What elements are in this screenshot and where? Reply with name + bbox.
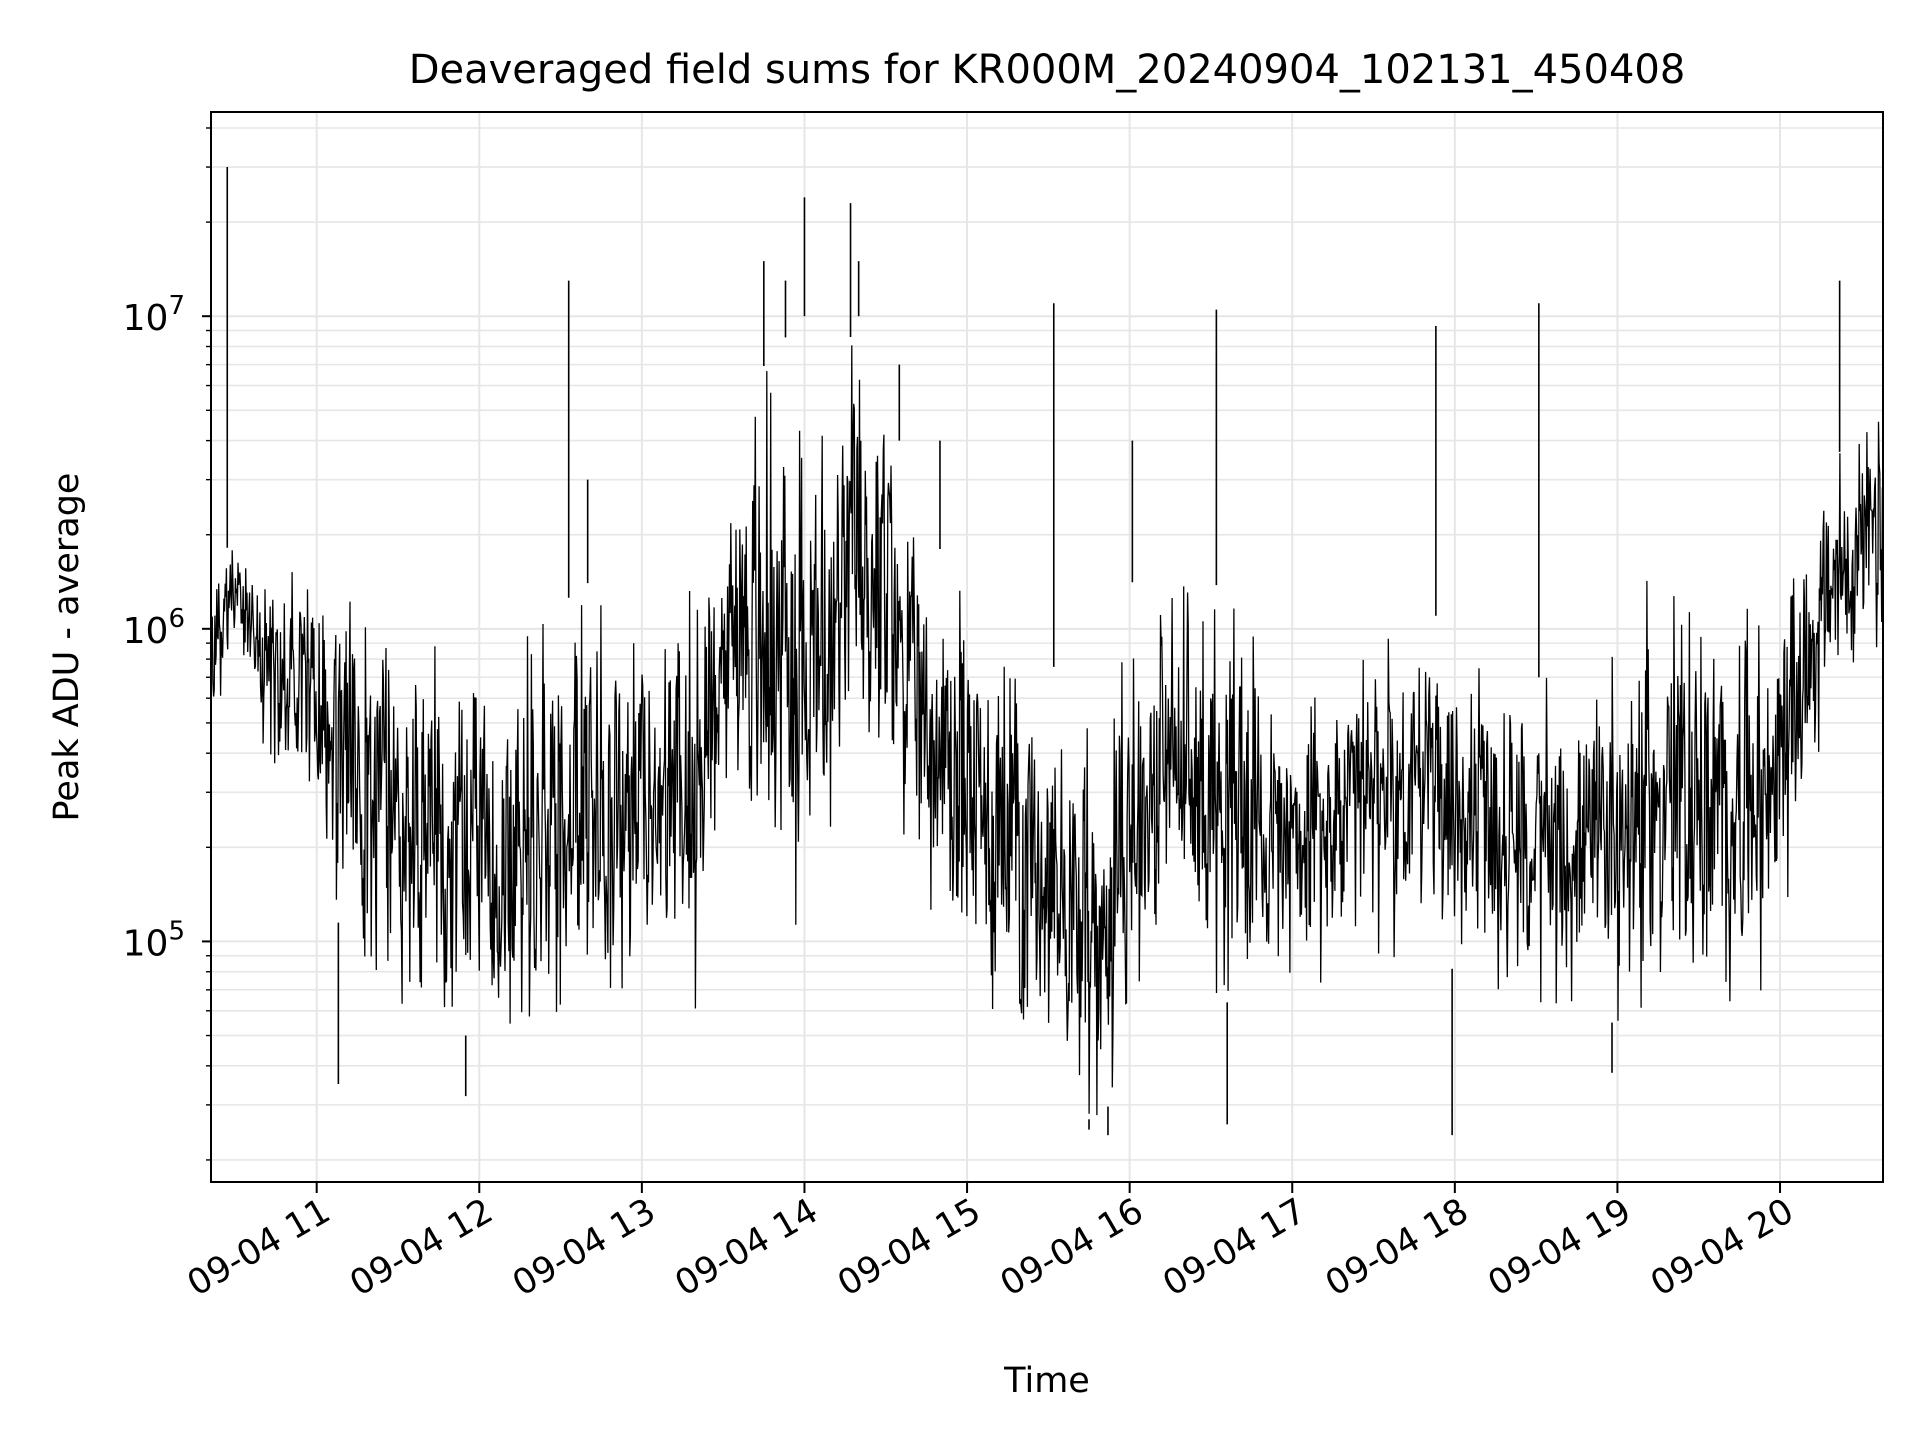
x-tick-label: 09-04 19 <box>1482 1191 1638 1304</box>
chart-title: Deaveraged field sums for KR000M_2024090… <box>409 47 1686 93</box>
x-tick-label: 09-04 14 <box>669 1191 825 1304</box>
series-trace <box>210 345 1884 1116</box>
y-tick-label: 105 <box>123 916 185 964</box>
x-tick-label: 09-04 20 <box>1644 1191 1800 1304</box>
x-axis-label: Time <box>1003 1361 1090 1401</box>
y-axis-ticks: 105 106 107 <box>123 127 211 1161</box>
series-line <box>210 167 1884 1136</box>
x-tick-label: 09-04 13 <box>506 1191 662 1304</box>
x-tick-label: 09-04 15 <box>831 1191 987 1304</box>
y-tick-label: 107 <box>123 291 185 339</box>
y-axis-label: Peak ADU - average <box>47 473 87 822</box>
x-axis-ticks: 09-04 11 09-04 12 09-04 13 09-04 14 09-04 15… <box>181 1182 1801 1304</box>
x-tick-label: 09-04 12 <box>343 1191 499 1304</box>
plot-frame <box>210 111 1884 1183</box>
x-tick-label: 09-04 11 <box>181 1191 337 1304</box>
x-tick-label: 09-04 16 <box>994 1191 1150 1304</box>
y-tick-label: 106 <box>123 604 185 652</box>
x-tick-label: 09-04 18 <box>1319 1191 1475 1304</box>
grid <box>211 112 1883 1182</box>
x-tick-label: 09-04 17 <box>1156 1191 1312 1304</box>
